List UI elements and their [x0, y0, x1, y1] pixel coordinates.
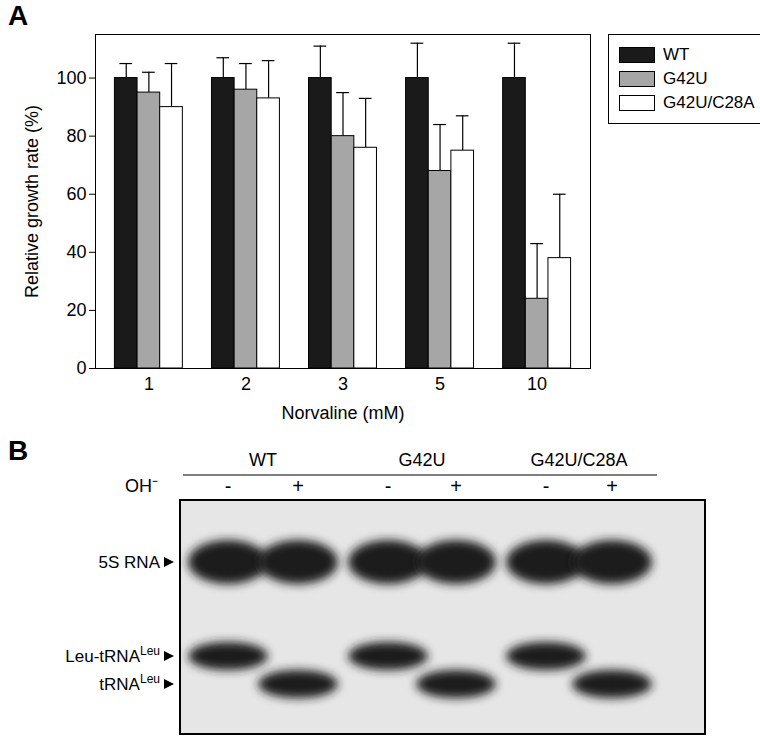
- html-text:G42U/C28A: G42U/C28A: [663, 93, 755, 112]
- svg-text:Leu-tRNALeu: Leu-tRNALeu: [65, 644, 160, 666]
- svg-text:10: 10: [527, 374, 547, 394]
- html-text:WT: WT: [663, 45, 690, 64]
- svg-text:60: 60: [66, 184, 86, 204]
- svg-text:20: 20: [66, 300, 86, 320]
- svg-text:5: 5: [435, 374, 445, 394]
- svg-text:1: 1: [144, 374, 154, 394]
- svg-text:G42U: G42U: [398, 450, 445, 470]
- svg-text:OH⁻: OH⁻: [125, 476, 158, 496]
- svg-text:-: -: [225, 475, 232, 497]
- svg-text:tRNALeu: tRNALeu: [99, 672, 160, 694]
- svg-text:2: 2: [241, 374, 251, 394]
- svg-text:+: +: [450, 475, 462, 497]
- svg-text:G42U/C28A: G42U/C28A: [530, 450, 627, 470]
- svg-text:5S RNA: 5S RNA: [99, 553, 161, 572]
- svg-text:-: -: [543, 475, 550, 497]
- svg-text:40: 40: [66, 242, 86, 262]
- svg-text:0: 0: [76, 358, 86, 378]
- svg-text:+: +: [292, 475, 304, 497]
- svg-text:3: 3: [338, 374, 348, 394]
- svg-text:Relative growth rate (%): Relative growth rate (%): [22, 105, 42, 298]
- svg-text:100: 100: [56, 68, 86, 88]
- svg-text:WT: WT: [249, 450, 277, 470]
- svg-text:+: +: [606, 475, 618, 497]
- svg-text:80: 80: [66, 126, 86, 146]
- html-text:A: A: [8, 0, 29, 31]
- svg-text:B: B: [8, 435, 28, 466]
- svg-text:Norvaline (mM): Norvaline (mM): [281, 403, 404, 423]
- html-text:G42U: G42U: [663, 69, 708, 88]
- svg-text:-: -: [385, 475, 392, 497]
